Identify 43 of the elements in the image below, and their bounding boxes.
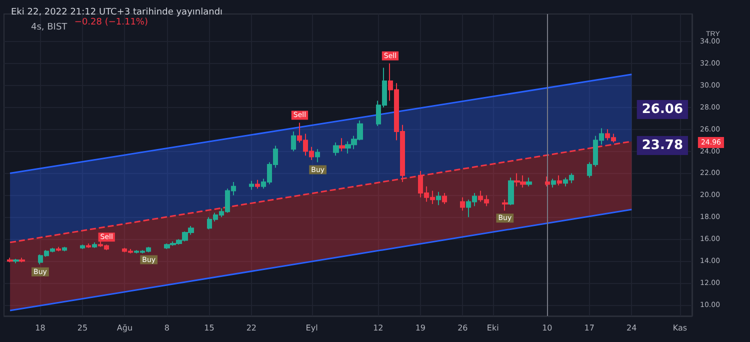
text: 4s, BIST <box>31 22 68 32</box>
x-tick-label: Kas <box>672 324 688 332</box>
x-tick-label: Eki <box>486 324 499 332</box>
x-tick-label: 15 <box>204 324 214 332</box>
annotation: 26.06 <box>642 102 684 117</box>
candlestick <box>80 244 85 250</box>
x-tick-label: 18 <box>35 324 46 332</box>
x-tick-label: 12 <box>373 324 384 332</box>
candlestick <box>502 199 508 212</box>
candlestick <box>545 176 550 187</box>
candlestick <box>56 246 61 252</box>
x-tick-label: 10 <box>542 324 552 332</box>
candlestick <box>436 191 441 206</box>
x-tick-label: 22 <box>246 324 257 332</box>
x-tick-label: 8 <box>164 324 170 332</box>
x-tick-label: 19 <box>415 324 426 332</box>
candlestick <box>442 192 447 204</box>
candlestick <box>86 243 91 248</box>
x-tick-label: Eyl <box>306 324 318 332</box>
candlestick <box>249 180 254 190</box>
candlestick <box>92 242 97 248</box>
annotation: 23.78 <box>642 138 684 153</box>
x-tick-label: 26 <box>458 324 468 332</box>
x-tick-label: Ağu <box>116 324 133 332</box>
x-tick-label: 25 <box>77 324 88 332</box>
candlestick <box>460 196 465 212</box>
candlestick <box>526 177 532 187</box>
candlestick <box>551 178 556 188</box>
candlestick <box>255 179 260 190</box>
candlestick <box>508 177 514 206</box>
chart-subtitle: −0.28 (−1.11%) <box>74 18 148 28</box>
candlestick <box>13 258 19 264</box>
candlestick <box>62 246 67 252</box>
candlestick <box>19 257 25 263</box>
candlestick <box>339 138 345 152</box>
candlestick <box>333 142 339 156</box>
annotation: Eki 22, 2022 21:12 UTC+3 tarihinde yayınlandı <box>11 8 223 18</box>
candlestick <box>7 257 13 263</box>
candlestick <box>557 174 562 186</box>
candlestick <box>315 148 320 163</box>
x-tick-label: 17 <box>584 324 594 332</box>
x-tick-label: 24 <box>626 324 637 332</box>
candlestick <box>291 131 296 152</box>
